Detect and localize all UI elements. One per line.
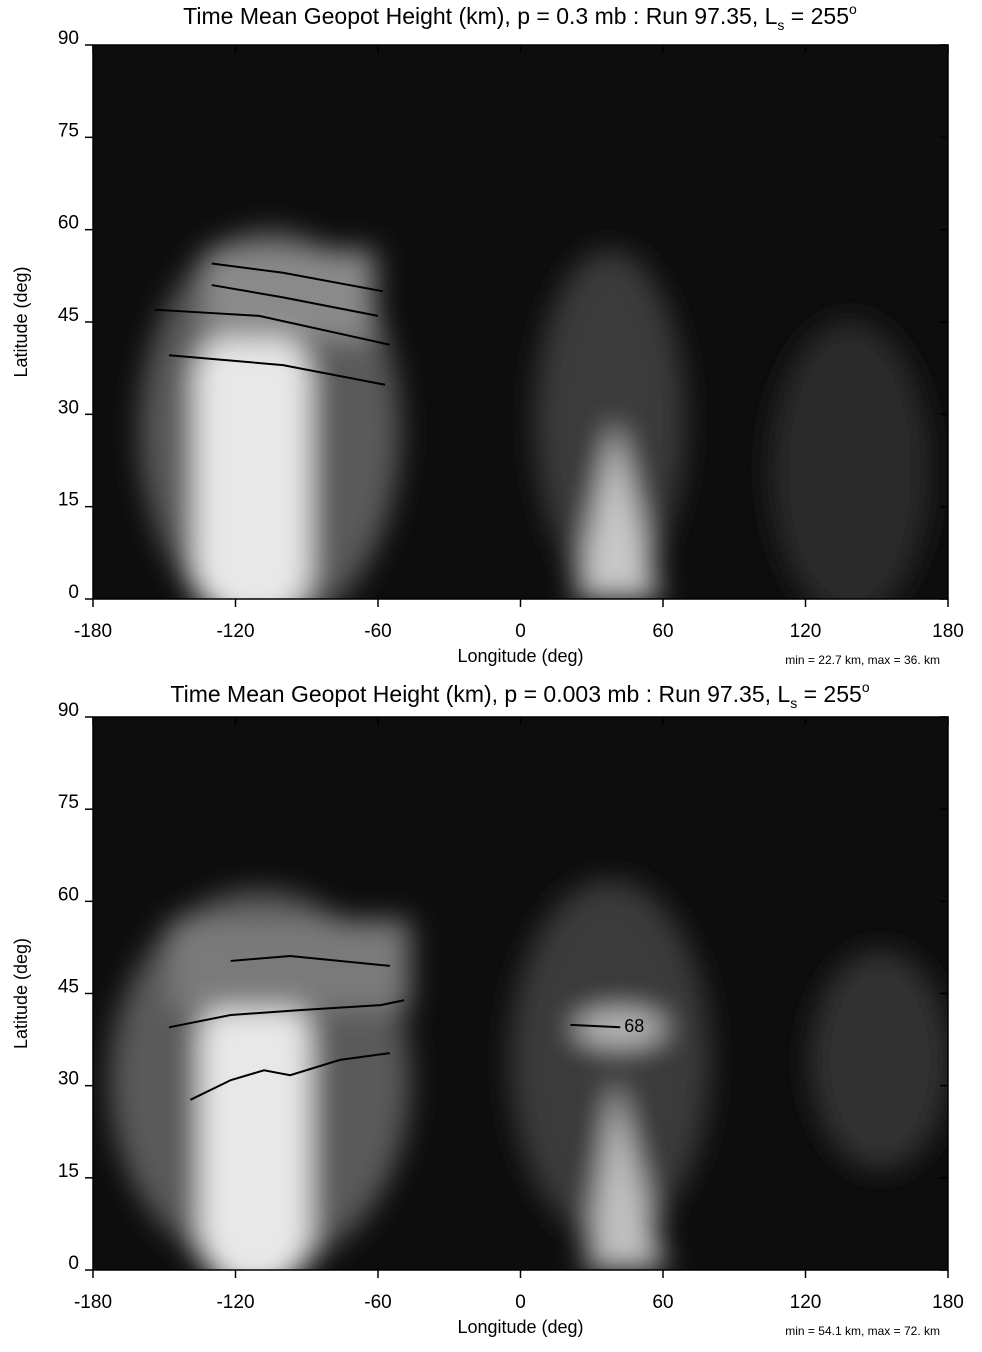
x-tick-label: -120 (216, 621, 254, 642)
contour-line (154, 308, 391, 346)
title-part: o (862, 679, 870, 695)
title-part: Time Mean Geopot Height (km), p = 0.003 … (170, 681, 790, 707)
x-tick-label: -180 (74, 1292, 112, 1313)
x-tick-label: -180 (74, 621, 112, 642)
x-tick-label: 60 (652, 1292, 673, 1313)
y-tick-label: 75 (58, 792, 79, 813)
min-max-note: min = 22.7 km, max = 36. km (785, 653, 940, 667)
y-tick-label: 15 (58, 490, 79, 511)
x-tick-label: 120 (790, 621, 822, 642)
y-tick-label: 75 (58, 120, 79, 141)
contour-label: 68 (624, 1016, 644, 1036)
title-part: = 255 (797, 681, 862, 707)
field-shading (93, 717, 948, 1270)
y-tick-label: 60 (58, 213, 79, 234)
x-tick-label: 0 (515, 1292, 526, 1313)
x-axis-label: Longitude (deg) (457, 646, 583, 666)
contour-line (189, 1052, 391, 1101)
chart-title: Time Mean Geopot Height (km), p = 0.3 mb… (183, 1, 857, 33)
y-tick-label: 0 (68, 1253, 79, 1274)
title-part: o (849, 1, 857, 17)
contour-line (211, 262, 383, 293)
chart: Time Mean Geopot Height (km), p = 0.003 … (11, 679, 964, 1338)
y-tick-label: 0 (68, 582, 79, 603)
x-tick-label: 180 (932, 621, 964, 642)
y-axis-label: Latitude (deg) (11, 266, 31, 377)
chart: Time Mean Geopot Height (km), p = 0.3 mb… (11, 1, 964, 667)
contour-line (168, 999, 405, 1029)
x-axis-label: Longitude (deg) (457, 1317, 583, 1337)
y-tick-label: 45 (58, 305, 79, 326)
y-tick-label: 30 (58, 397, 79, 418)
contour-line (211, 284, 379, 317)
y-tick-label: 60 (58, 884, 79, 905)
x-tick-label: -60 (364, 1292, 391, 1313)
contour-line (570, 1023, 621, 1029)
y-tick-label: 45 (58, 977, 79, 998)
min-max-note: min = 54.1 km, max = 72. km (785, 1324, 940, 1338)
x-tick-label: -60 (364, 621, 391, 642)
y-tick-label: 30 (58, 1069, 79, 1090)
y-tick-label: 90 (58, 700, 79, 721)
title-part: s (790, 695, 797, 711)
y-tick-label: 15 (58, 1161, 79, 1182)
x-tick-label: 180 (932, 1292, 964, 1313)
title-part: s (777, 17, 784, 33)
field-shading (93, 45, 948, 599)
x-tick-label: 0 (515, 621, 526, 642)
x-tick-label: -120 (216, 1292, 254, 1313)
contour-line (230, 955, 390, 967)
y-axis-label: Latitude (deg) (11, 938, 31, 1049)
chart-title: Time Mean Geopot Height (km), p = 0.003 … (170, 679, 869, 711)
x-tick-label: 120 (790, 1292, 822, 1313)
contour-line (168, 354, 386, 386)
title-part: = 255 (784, 3, 849, 29)
y-tick-label: 90 (58, 28, 79, 49)
title-part: Time Mean Geopot Height (km), p = 0.3 mb… (183, 3, 777, 29)
x-tick-label: 60 (652, 621, 673, 642)
